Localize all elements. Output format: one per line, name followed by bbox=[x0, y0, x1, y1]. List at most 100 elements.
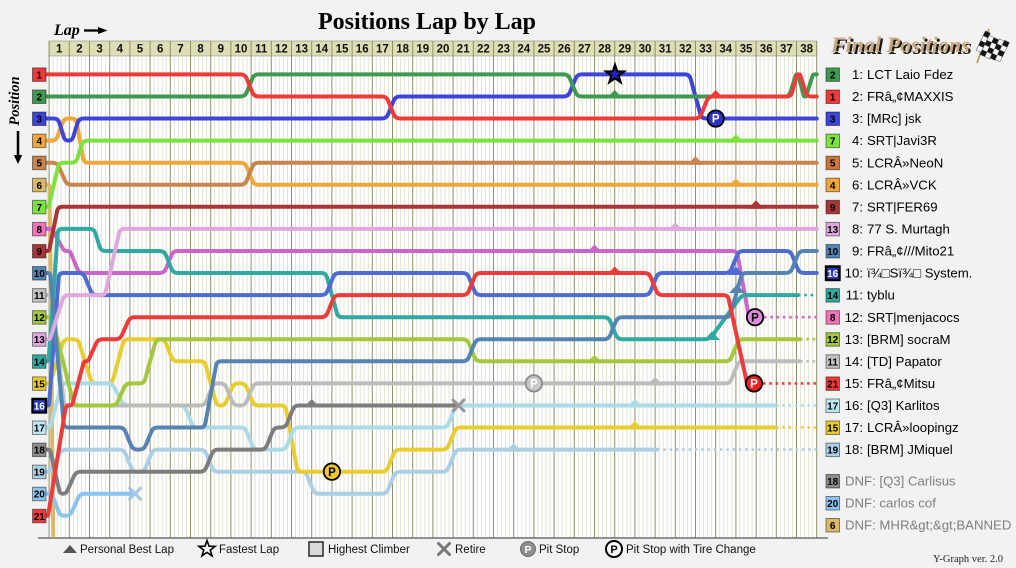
svg-text:SRT|menjacocs: SRT|menjacocs bbox=[867, 310, 960, 325]
svg-text:10:: 10: bbox=[845, 266, 863, 281]
svg-text:13: 13 bbox=[295, 44, 308, 56]
svg-text:4:: 4: bbox=[852, 133, 863, 148]
svg-text:Pit Stop with Tire Change: Pit Stop with Tire Change bbox=[626, 544, 756, 556]
svg-text:tyblu: tyblu bbox=[867, 288, 895, 303]
svg-text:8: 8 bbox=[197, 44, 204, 56]
svg-text:20: 20 bbox=[827, 499, 839, 510]
svg-text:29: 29 bbox=[618, 44, 631, 56]
svg-text:5:: 5: bbox=[852, 155, 863, 170]
svg-text:26: 26 bbox=[558, 44, 571, 56]
svg-text:P: P bbox=[750, 379, 758, 391]
svg-text:P: P bbox=[751, 312, 759, 324]
svg-text:3:: 3: bbox=[852, 111, 863, 126]
svg-text:10: 10 bbox=[827, 247, 839, 258]
svg-text:13: 13 bbox=[34, 335, 46, 346]
svg-text:35: 35 bbox=[740, 44, 753, 56]
svg-text:36: 36 bbox=[760, 44, 773, 56]
svg-text:31: 31 bbox=[659, 44, 672, 56]
svg-text:LCT Laio Fdez: LCT Laio Fdez bbox=[867, 67, 953, 82]
svg-text:2: 2 bbox=[830, 70, 836, 81]
svg-text:Personal Best Lap: Personal Best Lap bbox=[80, 544, 174, 556]
svg-text:1:: 1: bbox=[852, 67, 863, 82]
svg-text:DNF: [Q3] Carlisus: DNF: [Q3] Carlisus bbox=[845, 474, 956, 489]
svg-text:15: 15 bbox=[827, 424, 839, 435]
svg-text:12:: 12: bbox=[845, 310, 863, 325]
svg-text:13: 13 bbox=[827, 225, 839, 236]
svg-text:18:: 18: bbox=[845, 442, 863, 457]
svg-text:5: 5 bbox=[137, 44, 144, 56]
svg-text:Positions Lap by Lap: Positions Lap by Lap bbox=[318, 9, 536, 35]
svg-text:21: 21 bbox=[34, 512, 46, 523]
svg-text:DNF: carlos cof: DNF: carlos cof bbox=[845, 496, 936, 511]
svg-text:11: 11 bbox=[827, 357, 838, 368]
svg-text:8: 8 bbox=[830, 313, 836, 324]
svg-text:4: 4 bbox=[36, 137, 42, 148]
svg-text:28: 28 bbox=[598, 44, 611, 56]
svg-text:77 S. Murtagh: 77 S. Murtagh bbox=[867, 222, 950, 237]
svg-text:3: 3 bbox=[96, 44, 102, 56]
svg-text:17:: 17: bbox=[845, 420, 863, 435]
svg-text:32: 32 bbox=[679, 44, 692, 56]
svg-text:14: 14 bbox=[827, 291, 839, 302]
svg-text:6:: 6: bbox=[852, 177, 863, 192]
svg-text:8:: 8: bbox=[852, 222, 863, 237]
svg-text:14: 14 bbox=[315, 44, 328, 56]
svg-text:10: 10 bbox=[34, 269, 46, 280]
svg-text:18: 18 bbox=[34, 446, 46, 457]
svg-text:SRT|Javi3R: SRT|Javi3R bbox=[867, 133, 937, 148]
svg-text:19: 19 bbox=[416, 44, 429, 56]
svg-text:LCRÂ»VCK: LCRÂ»VCK bbox=[867, 177, 937, 192]
svg-text:17: 17 bbox=[827, 402, 839, 413]
svg-text:15:: 15: bbox=[845, 376, 863, 391]
svg-text:[BRM] JMiquel: [BRM] JMiquel bbox=[867, 442, 953, 457]
svg-text:24: 24 bbox=[517, 44, 530, 56]
svg-text:16: 16 bbox=[34, 401, 46, 412]
svg-text:16: 16 bbox=[356, 44, 369, 56]
svg-text:14:: 14: bbox=[845, 354, 863, 369]
svg-text:30: 30 bbox=[639, 44, 652, 56]
svg-text:Final Positions: Final Positions bbox=[832, 34, 972, 59]
svg-text:6: 6 bbox=[830, 521, 836, 532]
svg-text:1: 1 bbox=[830, 93, 836, 104]
svg-text:11: 11 bbox=[255, 44, 268, 56]
svg-text:[Q3] Karlitos: [Q3] Karlitos bbox=[867, 398, 940, 413]
svg-text:7:: 7: bbox=[852, 199, 863, 214]
svg-text:17: 17 bbox=[376, 44, 389, 56]
svg-text:11:: 11: bbox=[846, 288, 863, 303]
svg-text:[MRc] jsk: [MRc] jsk bbox=[867, 111, 922, 126]
svg-text:Y-Graph ver. 2.0: Y-Graph ver. 2.0 bbox=[933, 554, 1003, 565]
svg-text:7: 7 bbox=[36, 203, 42, 214]
svg-text:LCRÂ»NeoN: LCRÂ»NeoN bbox=[867, 155, 943, 170]
svg-text:5: 5 bbox=[830, 159, 836, 170]
svg-text:Highest Climber: Highest Climber bbox=[328, 544, 410, 556]
svg-text:Final Positions: Final Positions bbox=[830, 32, 970, 57]
svg-text:1: 1 bbox=[36, 70, 42, 81]
svg-text:22: 22 bbox=[477, 44, 490, 56]
svg-text:11: 11 bbox=[34, 291, 45, 302]
svg-text:19: 19 bbox=[827, 446, 839, 457]
svg-text:4: 4 bbox=[830, 181, 836, 192]
svg-text:6: 6 bbox=[157, 44, 163, 56]
svg-text:37: 37 bbox=[780, 44, 793, 56]
svg-text:P: P bbox=[712, 114, 720, 126]
svg-text:LCRÂ»loopingz: LCRÂ»loopingz bbox=[867, 420, 959, 435]
svg-text:16: 16 bbox=[827, 269, 839, 280]
svg-text:9: 9 bbox=[218, 44, 224, 56]
svg-text:17: 17 bbox=[34, 424, 46, 435]
svg-text:8: 8 bbox=[36, 225, 42, 236]
svg-text:10: 10 bbox=[235, 44, 248, 56]
svg-text:16:: 16: bbox=[845, 398, 863, 413]
svg-text:7: 7 bbox=[830, 137, 836, 148]
svg-text:9: 9 bbox=[830, 203, 836, 214]
svg-text:14: 14 bbox=[34, 357, 46, 368]
svg-text:[TD] Papator: [TD] Papator bbox=[867, 354, 942, 369]
svg-text:SRT|FER69: SRT|FER69 bbox=[867, 199, 938, 214]
svg-text:P: P bbox=[530, 379, 538, 391]
svg-text:P: P bbox=[610, 544, 617, 556]
svg-text:Pit Stop: Pit Stop bbox=[539, 544, 579, 556]
svg-text:13:: 13: bbox=[845, 332, 863, 347]
svg-text:2: 2 bbox=[36, 92, 42, 103]
svg-text:12: 12 bbox=[275, 44, 288, 56]
svg-text:18: 18 bbox=[827, 477, 839, 488]
svg-text:21: 21 bbox=[827, 379, 839, 390]
